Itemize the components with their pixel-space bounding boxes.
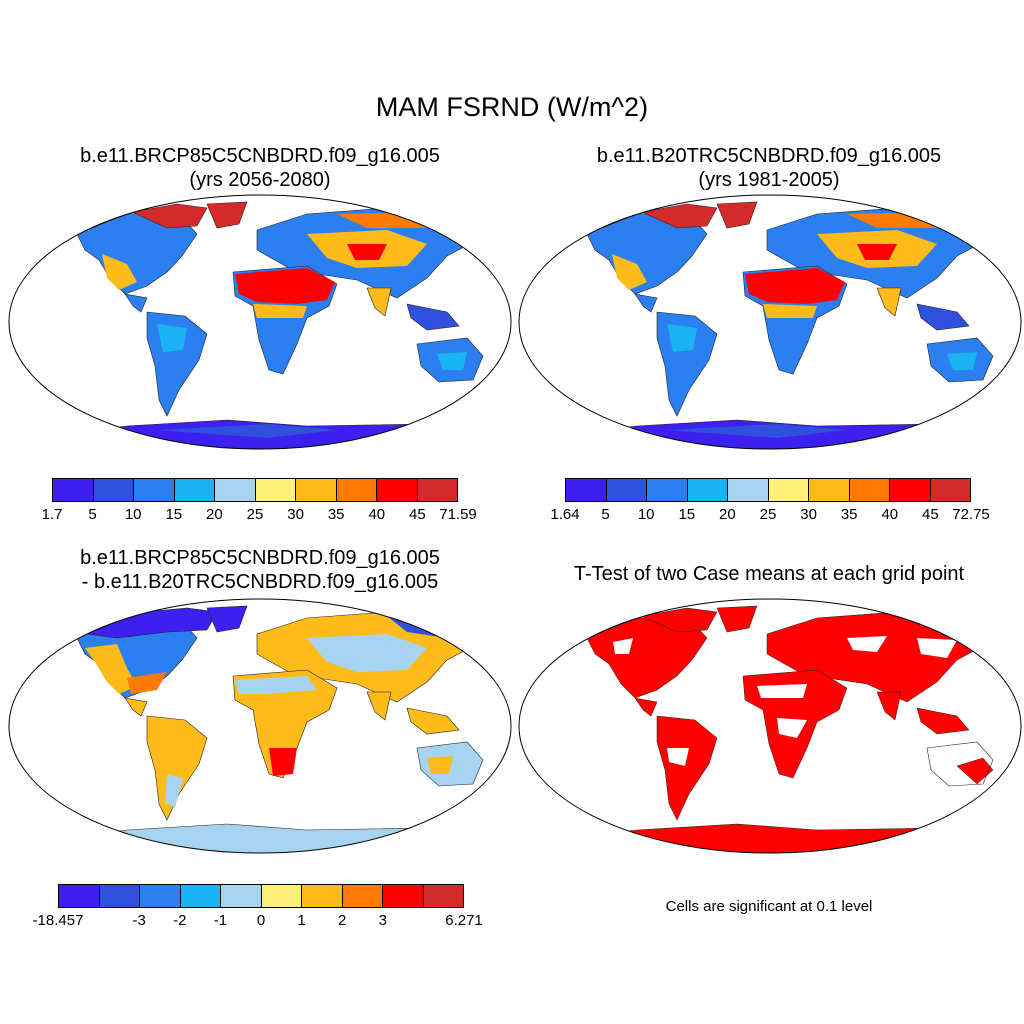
colorbar-tick-label: 20 [206,506,223,523]
colorbar-labels-top-left: 1.7 5 10 15 20 25 30 35 40 45 71.59 [42,506,477,526]
colorbar-swatch [890,479,931,501]
figure-title: MAM FSRND (W/m^2) [375,92,649,122]
colorbar-swatch [255,479,296,501]
colorbar-tick-label: 35 [327,506,345,523]
colorbar-swatch [809,479,850,501]
colorbar-swatch [930,479,970,501]
colorbar-tick-label: 30 [800,506,817,523]
colorbar-tick-label: 10 [637,506,655,523]
colorbar-tick-label: 10 [124,506,142,523]
colorbar-swatch [174,479,215,501]
panel-title-line2: - b.e11.B20TRC5CNBDRD.f09_g16.005 [81,571,439,593]
colorbar-tick-label: 0 [256,912,266,929]
colorbar-tick-label: 3 [378,912,387,929]
colorbar-swatch [221,885,262,907]
colorbar-swatch [215,479,256,501]
panel-title-bottom-right: T-Test of two Case means at each grid po… [573,563,965,585]
colorbar-tick-label: 35 [840,506,858,523]
colorbar-tick-label: -2 [173,912,187,929]
colorbar-tick-label: -18.457 [32,912,84,929]
colorbar-swatch [728,479,769,501]
colorbar-tick-label: 6.271 [445,912,483,929]
colorbar-bottom-left [58,884,464,908]
colorbar-top-left [52,478,458,502]
colorbar-swatch [99,885,140,907]
colorbar-tick-label: 20 [719,506,736,523]
colorbar-tick-label: 40 [881,506,899,523]
colorbar-swatch [423,885,463,907]
colorbar-tick-label: 72.75 [952,506,990,523]
map-top-left [8,194,512,450]
colorbar-swatch [417,479,457,501]
colorbar-top-right [565,478,971,502]
colorbar-tick-label: 5 [88,506,97,523]
colorbar-swatch [377,479,418,501]
panel-title-line2: (yrs 1981-2005) [698,169,840,191]
colorbar-swatch [336,479,377,501]
colorbar-swatch [383,885,424,907]
panel-title-bottom-left: b.e11.BRCP85C5CNBDRD.f09_g16.005 - b.e11… [0,546,520,594]
colorbar-labels-bottom-left: -18.457 -3 -2 -1 0 1 2 3 6.271 [33,912,483,932]
colorbar-labels-top-right: 1.64 5 10 15 20 25 30 35 40 45 72.75 [550,506,989,526]
colorbar-tick-label: 1.64 [550,506,580,523]
colorbar-swatch [134,479,175,501]
map-bottom-right [518,598,1022,854]
colorbar-swatch [296,479,337,501]
panel-title-line1: b.e11.BRCP85C5CNBDRD.f09_g16.005 [80,547,440,569]
colorbar-tick-label: 71.59 [439,506,477,523]
panel-title-line1: b.e11.BRCP85C5CNBDRD.f09_g16.005 [80,145,440,167]
colorbar-tick-label: 15 [678,506,696,523]
colorbar-tick-label: 25 [759,506,777,523]
significance-note: Cells are significant at 0.1 level [665,898,873,915]
map-top-right [518,194,1022,450]
colorbar-swatch [768,479,809,501]
colorbar-swatch [606,479,647,501]
colorbar-swatch [302,885,343,907]
colorbar-tick-label: 25 [246,506,264,523]
colorbar-swatch [93,479,134,501]
colorbar-tick-label: -1 [213,912,228,929]
colorbar-tick-label: 45 [409,506,426,523]
panel-title-line1: b.e11.B20TRC5CNBDRD.f09_g16.005 [596,145,942,167]
colorbar-swatch [849,479,890,501]
colorbar-tick-label: 15 [165,506,183,523]
map-bottom-left [8,598,512,854]
panel-title-top-left: b.e11.BRCP85C5CNBDRD.f09_g16.005 (yrs 20… [0,144,520,192]
panel-title-line2: (yrs 2056-2080) [189,169,331,191]
panel-title-top-right: b.e11.B20TRC5CNBDRD.f09_g16.005 (yrs 198… [514,144,1024,192]
colorbar-swatch [687,479,728,501]
colorbar-swatch [59,885,100,907]
colorbar-tick-label: 1.7 [41,506,63,523]
colorbar-swatch [180,885,221,907]
colorbar-tick-label: 40 [368,506,386,523]
colorbar-tick-label: -3 [132,912,146,929]
colorbar-swatch [647,479,688,501]
colorbar-swatch [566,479,607,501]
colorbar-swatch [140,885,181,907]
colorbar-tick-label: 30 [287,506,304,523]
colorbar-swatch [261,885,302,907]
colorbar-tick-label: 5 [601,506,610,523]
colorbar-swatch [53,479,94,501]
colorbar-tick-label: 2 [338,912,347,929]
colorbar-tick-label: 1 [297,912,306,929]
colorbar-tick-label: 45 [922,506,939,523]
colorbar-swatch [342,885,383,907]
